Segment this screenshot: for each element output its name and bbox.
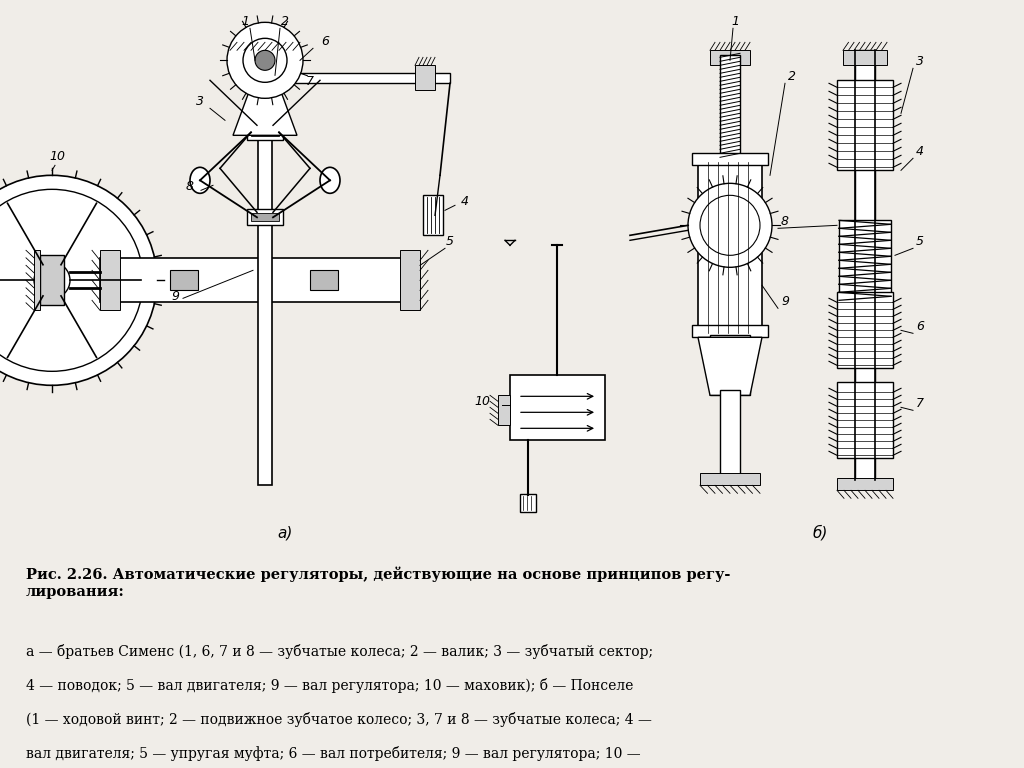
Circle shape <box>42 270 62 290</box>
Bar <box>692 154 768 165</box>
Text: 6: 6 <box>321 35 329 48</box>
Text: вал двигателя; 5 — упругая муфта; 6 — вал потребителя; 9 — вал регулятора; 10 —: вал двигателя; 5 — упругая муфта; 6 — ва… <box>26 746 640 761</box>
Bar <box>720 55 740 161</box>
Bar <box>710 336 750 396</box>
Bar <box>837 382 893 458</box>
Bar <box>247 210 283 225</box>
Bar <box>258 65 272 485</box>
Bar <box>250 68 280 83</box>
Text: 5: 5 <box>916 235 924 248</box>
Bar <box>843 51 887 65</box>
Bar <box>423 195 443 235</box>
Text: 6: 6 <box>916 320 924 333</box>
Bar <box>720 390 740 475</box>
Text: 8: 8 <box>186 180 194 194</box>
Ellipse shape <box>190 167 210 194</box>
Text: 4: 4 <box>461 195 469 208</box>
Circle shape <box>0 175 157 386</box>
Bar <box>698 161 762 336</box>
Text: 1: 1 <box>731 15 739 28</box>
Bar <box>415 65 435 91</box>
Circle shape <box>34 263 70 298</box>
Bar <box>100 250 120 310</box>
Text: (1 — ходовой винт; 2 — подвижное зубчатое колесо; 3, 7 и 8 — зубчатые колеса; 4 : (1 — ходовой винт; 2 — подвижное зубчато… <box>26 712 651 727</box>
Bar <box>400 250 420 310</box>
Bar <box>247 124 283 141</box>
Bar <box>837 81 893 170</box>
Bar <box>251 128 279 137</box>
Text: 2: 2 <box>281 15 289 28</box>
Bar <box>700 473 760 485</box>
Bar <box>250 73 450 83</box>
Polygon shape <box>233 75 297 135</box>
Bar <box>692 326 768 337</box>
Text: 4: 4 <box>916 145 924 158</box>
Text: 9: 9 <box>781 296 790 308</box>
Bar <box>710 51 750 65</box>
Text: 2: 2 <box>788 71 796 83</box>
Circle shape <box>688 184 772 267</box>
Circle shape <box>243 38 287 82</box>
Text: 5: 5 <box>446 235 454 248</box>
Text: 3: 3 <box>916 55 924 68</box>
Bar <box>498 396 510 425</box>
Text: а — братьев Сименс (1, 6, 7 и 8 — зубчатые колеса; 2 — валик; 3 — зубчатый секто: а — братьев Сименс (1, 6, 7 и 8 — зубчат… <box>26 644 652 659</box>
Bar <box>520 495 536 512</box>
Bar <box>251 214 279 221</box>
Text: 9: 9 <box>171 290 179 303</box>
Text: 8: 8 <box>781 215 790 228</box>
Circle shape <box>0 190 143 371</box>
Text: 3: 3 <box>196 95 204 108</box>
Ellipse shape <box>319 167 340 194</box>
Bar <box>40 255 63 306</box>
Bar <box>243 62 287 91</box>
Text: 1: 1 <box>241 15 249 28</box>
Circle shape <box>255 51 275 71</box>
Bar <box>855 51 874 480</box>
Text: 10: 10 <box>49 151 65 164</box>
Polygon shape <box>698 337 762 396</box>
Text: б): б) <box>812 525 827 541</box>
Bar <box>510 376 605 440</box>
Circle shape <box>700 195 760 255</box>
Text: 7: 7 <box>916 397 924 410</box>
Text: Рис. 2.26. Автоматические регуляторы, действующие на основе принципов регу-
лиро: Рис. 2.26. Автоматические регуляторы, де… <box>26 567 730 598</box>
Bar <box>839 220 891 300</box>
Bar <box>34 250 40 310</box>
Bar <box>230 51 300 65</box>
Bar <box>837 478 893 490</box>
Bar <box>310 270 338 290</box>
Bar <box>837 293 893 369</box>
Text: 7: 7 <box>306 75 314 88</box>
Text: 10: 10 <box>474 396 490 409</box>
Circle shape <box>227 22 303 98</box>
Text: а): а) <box>278 525 293 541</box>
Text: 4 — поводок; 5 — вал двигателя; 9 — вал регулятора; 10 — маховик); б — Понселе: 4 — поводок; 5 — вал двигателя; 9 — вал … <box>26 678 633 693</box>
Bar <box>170 270 198 290</box>
Bar <box>100 258 420 303</box>
